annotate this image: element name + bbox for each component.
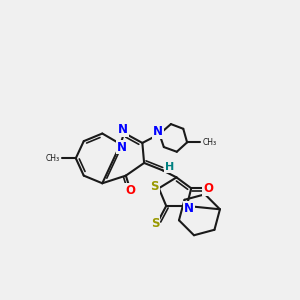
Text: CH₃: CH₃ [45, 154, 59, 163]
Text: H: H [164, 162, 174, 172]
Text: N: N [153, 125, 163, 138]
Text: O: O [125, 184, 135, 197]
Text: S: S [151, 218, 159, 230]
Text: N: N [118, 124, 128, 136]
Text: O: O [203, 182, 213, 195]
Text: CH₃: CH₃ [203, 138, 217, 147]
Text: N: N [184, 202, 194, 215]
Text: N: N [117, 141, 127, 154]
Text: S: S [150, 180, 159, 193]
